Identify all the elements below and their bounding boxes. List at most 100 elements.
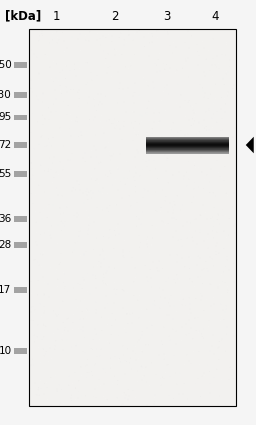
Point <box>185 81 189 88</box>
Point <box>118 178 122 185</box>
Point <box>41 94 46 100</box>
Point <box>173 280 177 286</box>
Point <box>194 143 198 150</box>
Point <box>153 365 157 371</box>
Point <box>185 182 189 189</box>
Point <box>228 363 232 370</box>
Point <box>104 55 108 62</box>
Point <box>86 270 90 277</box>
Point <box>220 376 224 383</box>
Point <box>181 391 185 397</box>
Point <box>67 147 71 154</box>
Point <box>184 238 188 245</box>
Point <box>220 115 224 122</box>
Point <box>124 391 128 398</box>
Point <box>121 304 125 311</box>
Point <box>65 198 69 204</box>
Point <box>168 303 172 309</box>
Point <box>94 389 98 396</box>
Point <box>144 379 148 385</box>
Point <box>192 179 196 186</box>
Point <box>41 320 45 327</box>
Point <box>172 133 176 140</box>
Point <box>191 348 196 354</box>
Point <box>218 107 222 114</box>
Point <box>153 50 157 57</box>
Point <box>30 262 35 269</box>
Point <box>64 84 68 91</box>
Point <box>94 346 98 353</box>
Point <box>43 143 47 150</box>
Point <box>178 67 183 74</box>
Point <box>65 89 69 96</box>
Point <box>120 286 124 293</box>
Point <box>139 221 143 228</box>
Point <box>134 112 138 119</box>
Point <box>145 306 149 313</box>
Point <box>61 400 66 407</box>
Point <box>133 166 137 173</box>
Point <box>221 269 226 275</box>
Bar <box>146 150 229 151</box>
Point <box>183 56 187 62</box>
Point <box>88 122 92 128</box>
Point <box>180 324 184 331</box>
Point <box>223 108 227 115</box>
Point <box>70 133 74 139</box>
Point <box>200 54 204 61</box>
Point <box>81 274 85 281</box>
Point <box>58 128 62 135</box>
Point <box>132 278 136 285</box>
Point <box>55 266 59 273</box>
Point <box>42 292 46 298</box>
Point <box>197 142 201 149</box>
Point <box>181 160 185 167</box>
Point <box>151 278 155 284</box>
Point <box>171 74 175 81</box>
Point <box>112 184 116 190</box>
Point <box>73 66 77 73</box>
Point <box>60 336 64 343</box>
Point <box>72 65 76 72</box>
Point <box>77 228 81 235</box>
Point <box>163 151 167 158</box>
Point <box>227 97 231 104</box>
Point <box>108 231 112 238</box>
Point <box>104 144 108 150</box>
Point <box>201 289 205 296</box>
Point <box>77 232 81 239</box>
Point <box>96 180 100 187</box>
Point <box>91 207 95 213</box>
Point <box>220 313 224 320</box>
Point <box>77 133 81 140</box>
Point <box>227 266 231 273</box>
Point <box>192 185 196 192</box>
Point <box>132 108 136 115</box>
Point <box>220 213 224 220</box>
Point <box>99 159 103 166</box>
Point <box>85 67 89 74</box>
Point <box>30 117 34 124</box>
Point <box>149 275 153 281</box>
Point <box>148 283 153 290</box>
Point <box>223 400 227 407</box>
Point <box>108 167 112 174</box>
Point <box>151 227 155 234</box>
Point <box>221 57 225 64</box>
Point <box>144 158 148 165</box>
Point <box>92 95 96 102</box>
Point <box>30 165 34 172</box>
Point <box>121 352 125 359</box>
Point <box>108 202 112 209</box>
Point <box>225 134 229 141</box>
Point <box>209 215 213 222</box>
Point <box>39 385 43 392</box>
Point <box>72 184 76 191</box>
Point <box>178 77 182 84</box>
Point <box>131 100 135 107</box>
Point <box>121 47 125 54</box>
Point <box>185 218 189 225</box>
Point <box>91 393 95 400</box>
Point <box>212 351 216 357</box>
Point <box>230 163 234 170</box>
